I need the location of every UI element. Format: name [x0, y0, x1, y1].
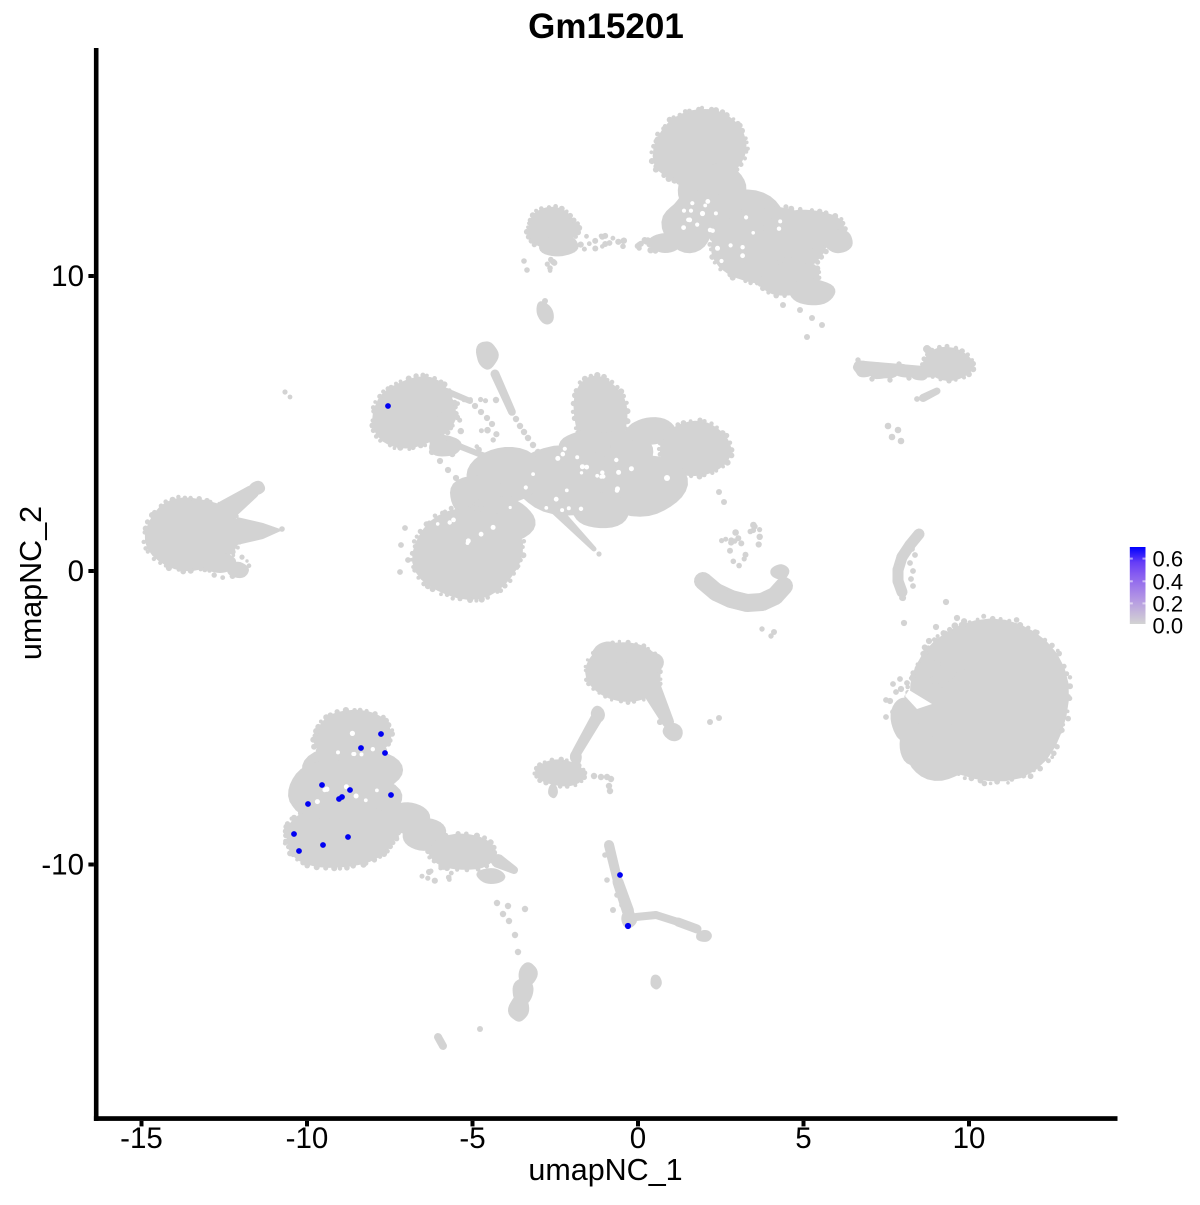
svg-text:10: 10 [51, 260, 84, 293]
svg-text:0.6: 0.6 [1153, 547, 1184, 572]
svg-text:-5: -5 [459, 1122, 485, 1155]
svg-text:5: 5 [795, 1122, 811, 1155]
svg-text:-10: -10 [41, 849, 84, 882]
svg-text:-15: -15 [120, 1122, 163, 1155]
svg-text:0.2: 0.2 [1153, 591, 1184, 616]
svg-text:10: 10 [953, 1122, 986, 1155]
svg-text:0: 0 [68, 555, 84, 588]
svg-text:-10: -10 [286, 1122, 329, 1155]
svg-text:0.0: 0.0 [1153, 614, 1184, 639]
svg-text:Gm15201: Gm15201 [528, 7, 684, 46]
svg-text:0.4: 0.4 [1153, 569, 1184, 594]
svg-text:umapNC_2: umapNC_2 [14, 506, 48, 660]
svg-text:0: 0 [630, 1122, 646, 1155]
svg-text:umapNC_1: umapNC_1 [528, 1153, 682, 1187]
